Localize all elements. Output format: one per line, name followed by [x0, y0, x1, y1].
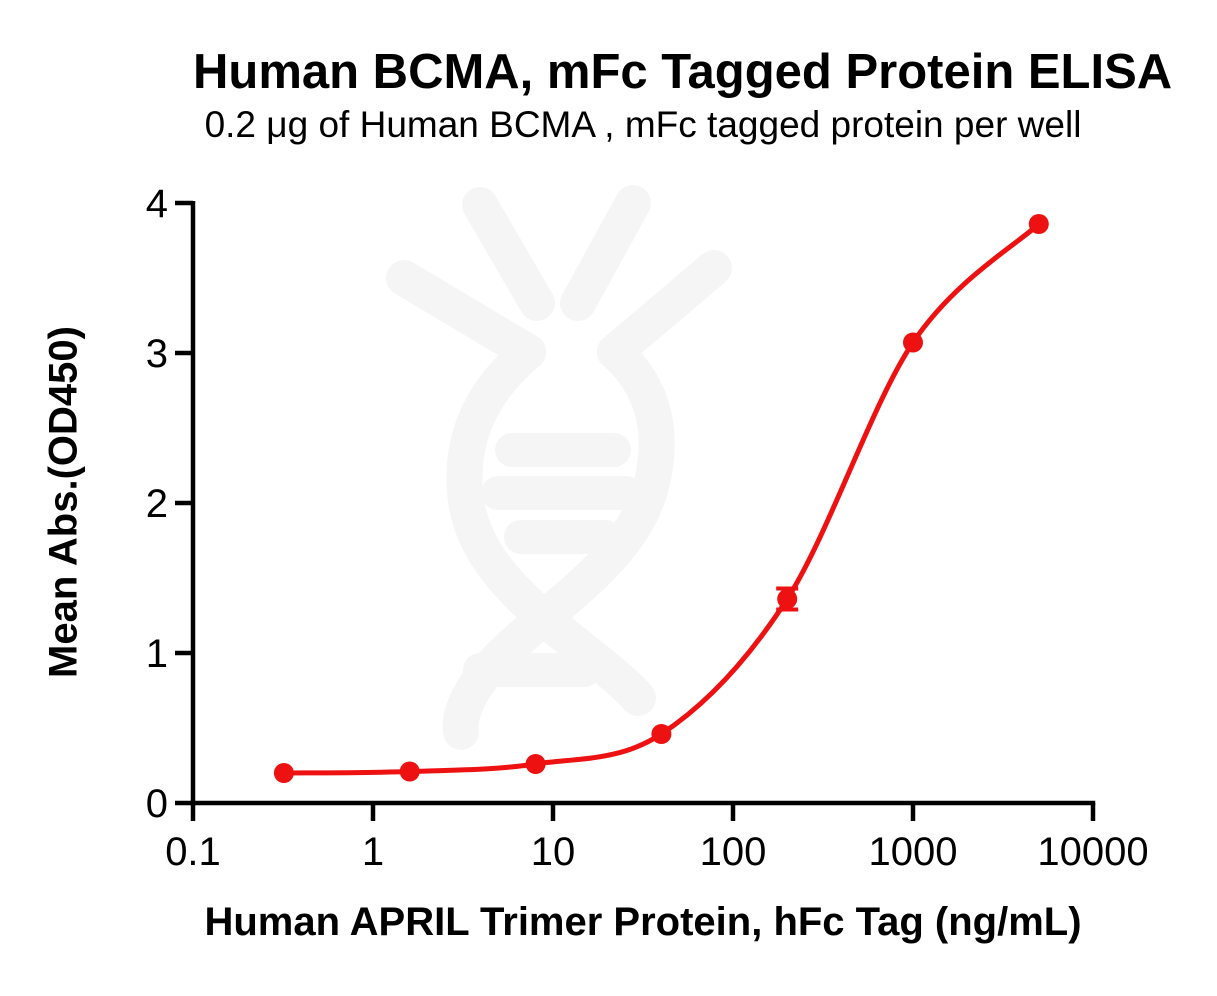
data-point [651, 724, 672, 744]
dna-watermark-strand [560, 185, 651, 321]
x-tick-label: 10000 [1037, 830, 1148, 874]
y-tick-label: 1 [146, 632, 168, 676]
dna-watermark-strand [442, 334, 675, 750]
x-axis-label: Human APRIL Trimer Protein, hFc Tag (ng/… [204, 900, 1082, 944]
x-tick-label: 10 [531, 830, 576, 874]
dna-watermark-strand [386, 260, 546, 370]
y-tick-label: 4 [146, 182, 168, 226]
x-tick-label: 1000 [869, 830, 958, 874]
data-point [273, 763, 294, 783]
y-tick-label: 2 [146, 482, 168, 526]
chart-subtitle: 0.2 μg of Human BCMA , mFc tagged protei… [204, 104, 1082, 145]
x-tick-label: 100 [700, 830, 767, 874]
y-axis-label: Mean Abs.(OD450) [41, 326, 86, 678]
data-point [1028, 214, 1049, 234]
x-tick-label: 1 [362, 830, 384, 874]
data-point [777, 589, 798, 609]
dna-watermark-strand [597, 250, 732, 370]
y-tick-label: 0 [146, 782, 168, 826]
chart-title: Human BCMA, mFc Tagged Protein ELISA [193, 45, 1173, 99]
dna-watermark-strand [462, 187, 555, 321]
data-point [399, 761, 420, 782]
x-tick-label: 0.1 [165, 830, 221, 874]
data-point [903, 332, 923, 353]
y-tick-label: 3 [146, 332, 168, 376]
data-point [525, 754, 546, 774]
